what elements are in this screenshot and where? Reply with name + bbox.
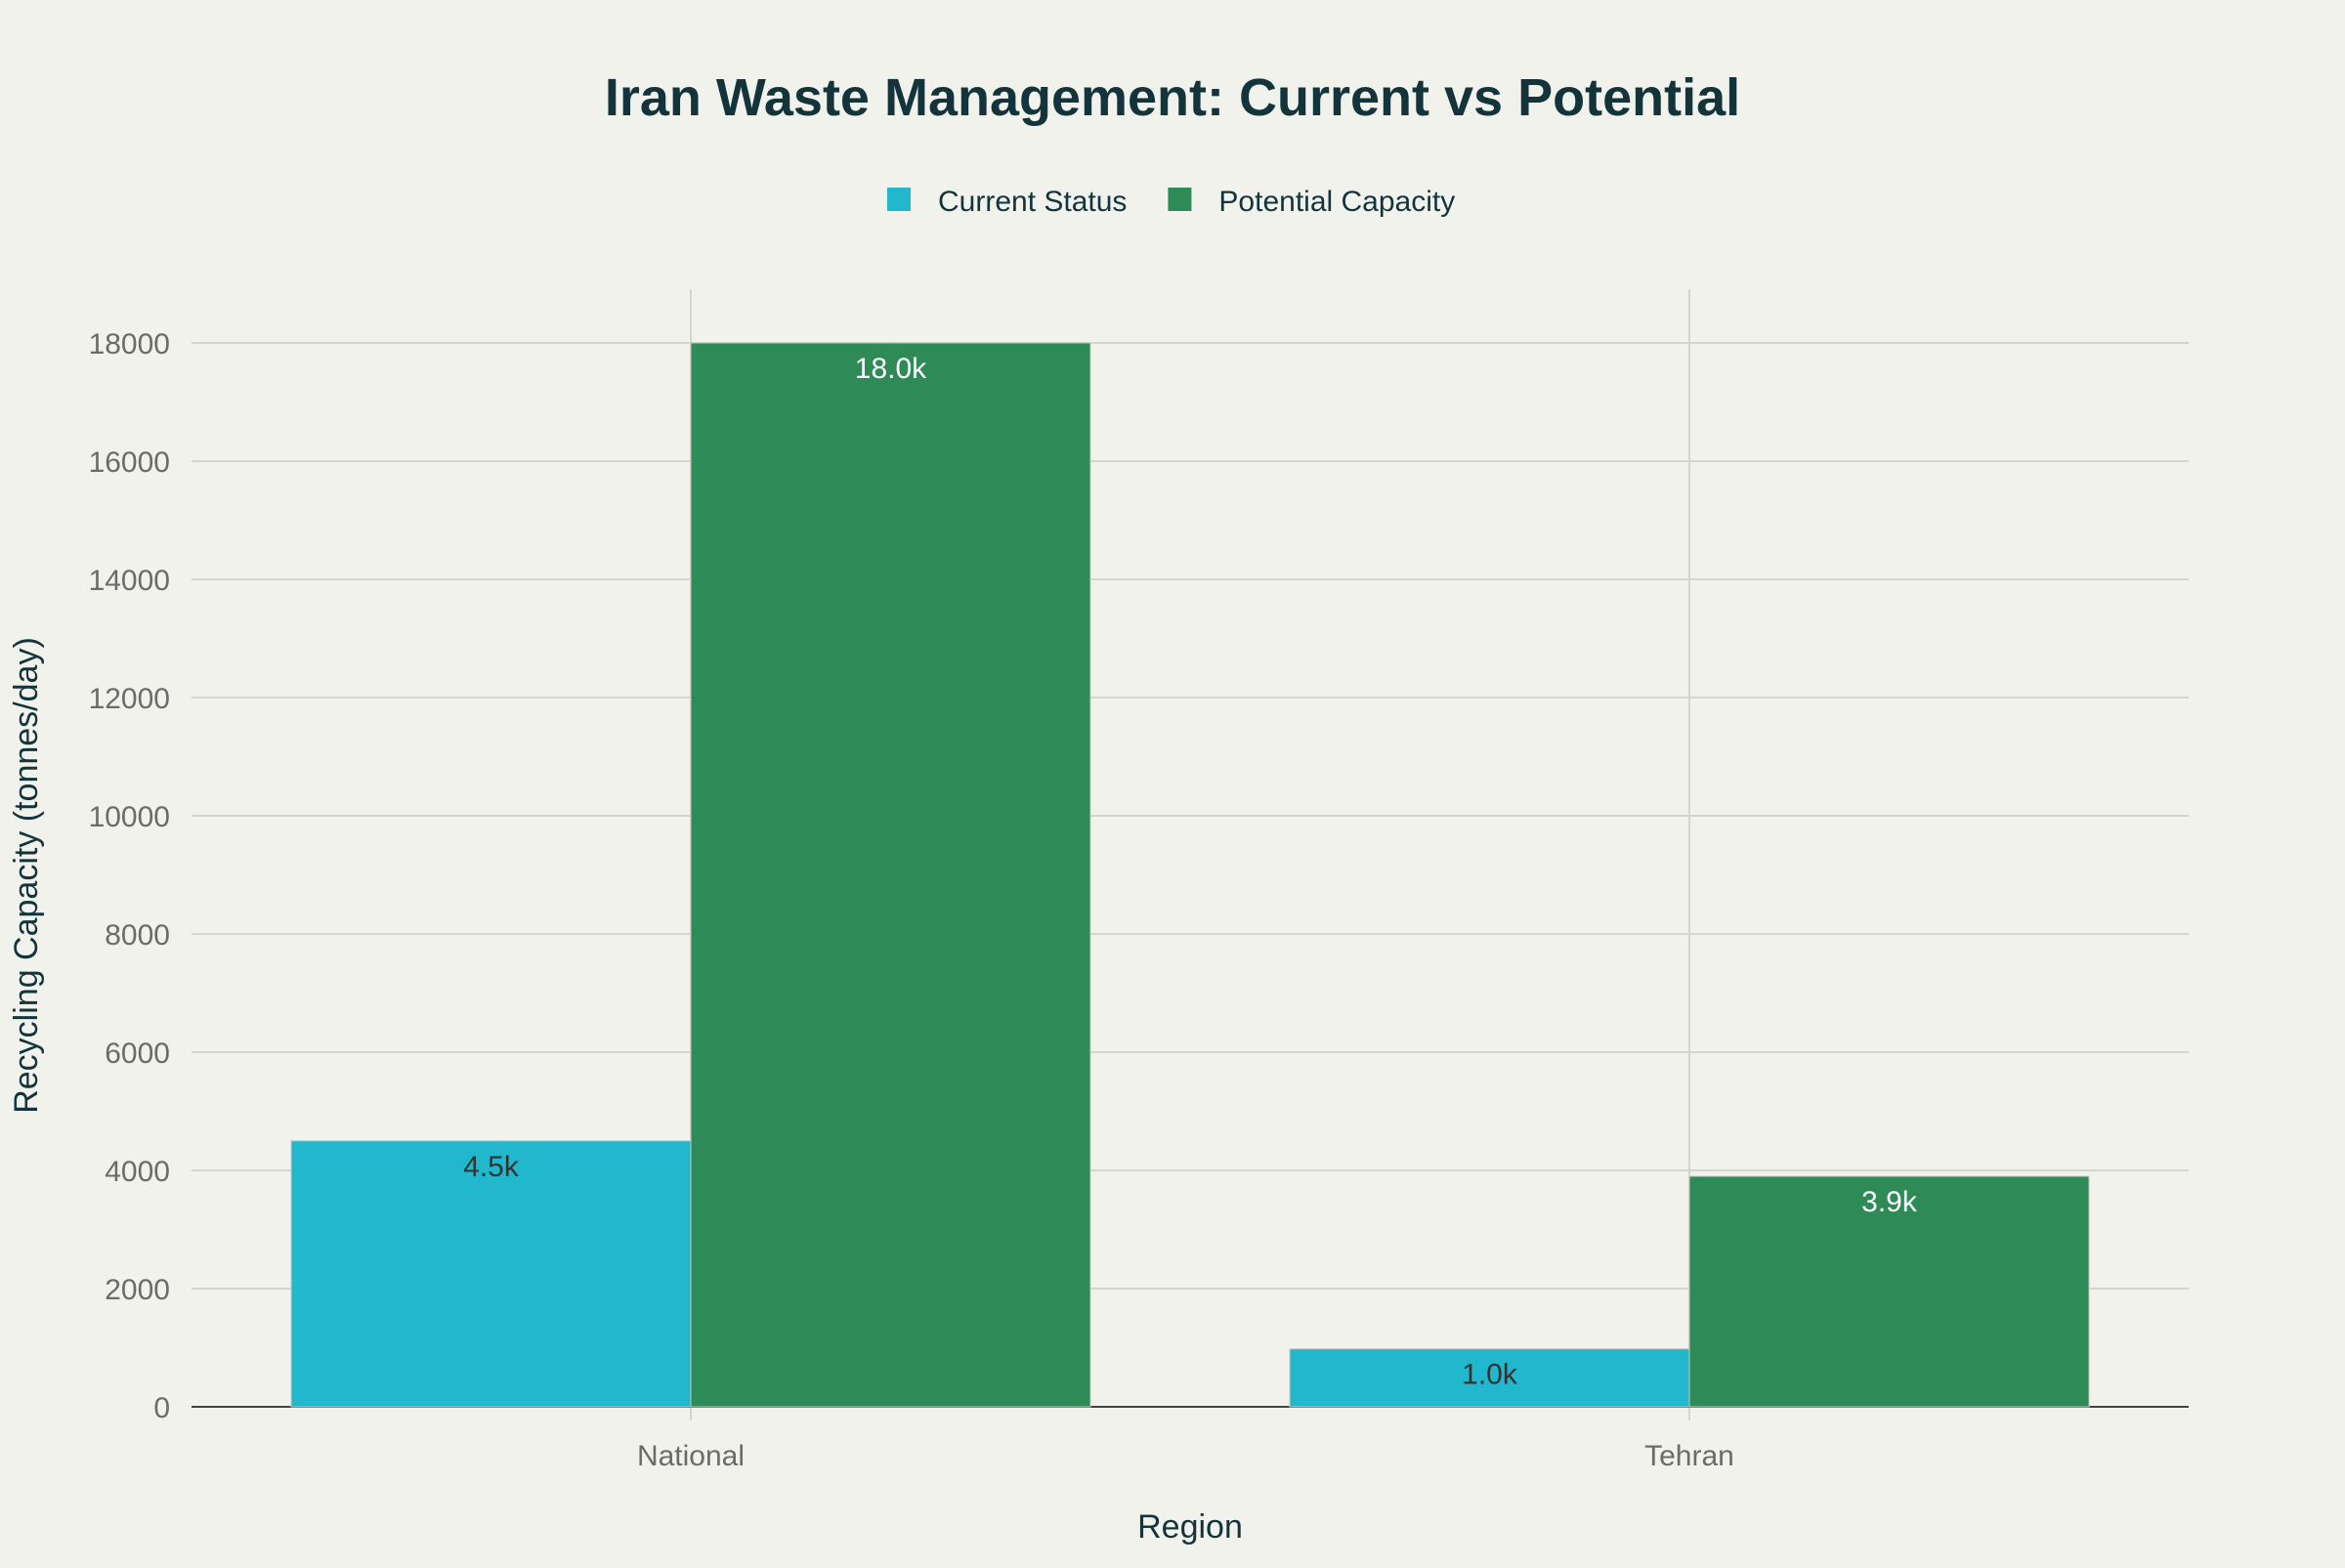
legend-label: Current Status bbox=[938, 186, 1127, 218]
y-tick-label: 12000 bbox=[89, 683, 170, 715]
data-label: 3.9k bbox=[1861, 1186, 1918, 1218]
legend-label: Potential Capacity bbox=[1218, 186, 1455, 218]
y-tick-label: 4000 bbox=[105, 1156, 170, 1188]
x-tick-label: Tehran bbox=[1644, 1440, 1734, 1472]
y-tick-label: 10000 bbox=[89, 801, 170, 833]
legend-swatch bbox=[887, 188, 911, 211]
y-tick-label: 6000 bbox=[105, 1038, 170, 1070]
data-label: 18.0k bbox=[855, 353, 927, 385]
data-label: 4.5k bbox=[463, 1151, 520, 1183]
x-tick-label: National bbox=[637, 1440, 745, 1472]
y-tick-label: 16000 bbox=[89, 446, 170, 479]
bar-current-status-tehran bbox=[1289, 1348, 1690, 1408]
y-tick-label: 2000 bbox=[105, 1274, 170, 1306]
y-axis-label: Recycling Capacity (tonnes/day) bbox=[8, 637, 45, 1114]
x-axis-ticks: National Tehran bbox=[637, 1440, 1734, 1472]
data-labels: 4.5k 18.0k 1.0k 3.9k bbox=[463, 353, 1918, 1391]
y-tick-label: 14000 bbox=[89, 565, 170, 597]
bars bbox=[290, 342, 2090, 1408]
legend: Current Status Potential Capacity bbox=[887, 186, 1455, 218]
y-tick-label: 18000 bbox=[89, 328, 170, 360]
y-tick-label: 0 bbox=[153, 1392, 170, 1424]
y-tick-label: 8000 bbox=[105, 919, 170, 952]
bar-potential-capacity-national bbox=[690, 342, 1091, 1408]
data-label: 1.0k bbox=[1462, 1359, 1518, 1391]
chart-title: Iran Waste Management: Current vs Potent… bbox=[605, 68, 1740, 127]
bar-potential-capacity-tehran bbox=[1688, 1175, 2090, 1408]
legend-swatch bbox=[1168, 188, 1192, 211]
x-axis-label: Region bbox=[1137, 1508, 1243, 1546]
y-axis-ticks: 0 2000 4000 6000 8000 10000 12000 14000 16000 180… bbox=[89, 328, 170, 1424]
bar-current-status-national bbox=[290, 1140, 692, 1408]
